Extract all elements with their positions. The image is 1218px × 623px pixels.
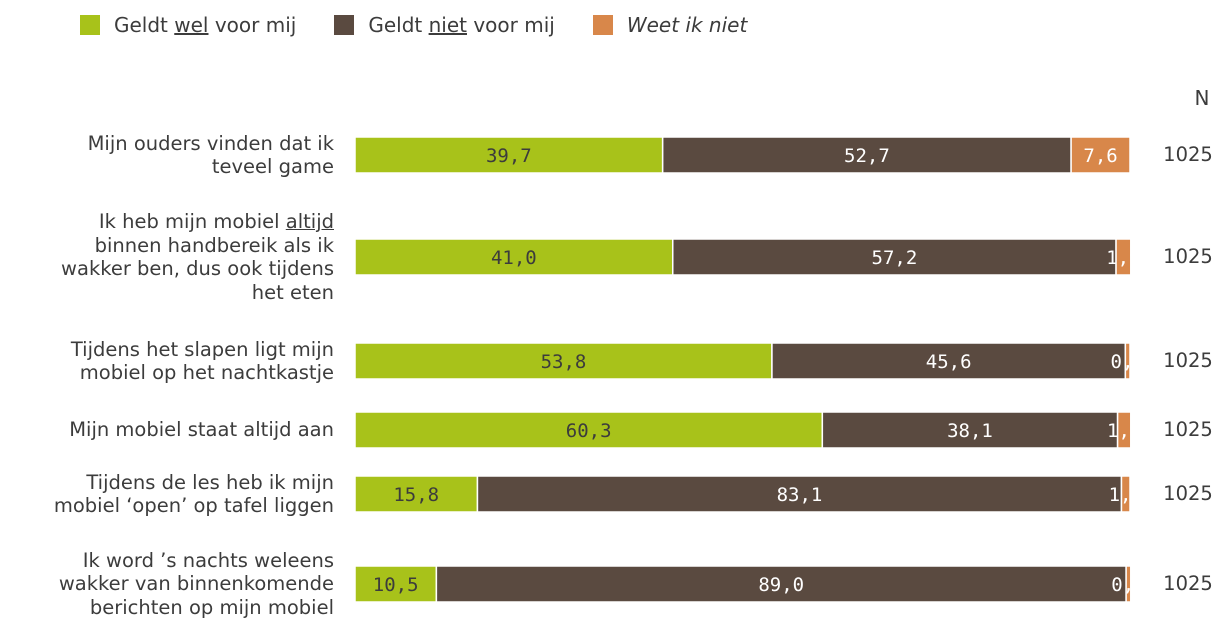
- category-label-2: Tijdens het slapen ligt mijn mobiel op he…: [0, 338, 334, 385]
- bar-3-2: [1116, 411, 1132, 449]
- category-label-line: Tijdens het slapen ligt mijn: [70, 337, 334, 361]
- bar-5-2: [1125, 565, 1132, 603]
- legend-item-0: Geldt wel voor mij: [80, 13, 296, 37]
- n-value-3: 1025: [1163, 418, 1213, 441]
- n-value-4: 1025: [1163, 482, 1213, 505]
- category-label-line: Ik word ’s nachts weleens: [82, 548, 334, 572]
- bar-0-2: [1070, 136, 1131, 174]
- bar-3-0: [354, 411, 824, 449]
- category-label-line: wakker ben, dus ook tijdens: [61, 257, 334, 280]
- n-value-1: 1025: [1163, 245, 1213, 268]
- n-value-2: 1025: [1163, 349, 1213, 372]
- category-label-line: binnen handbereik als ik: [94, 233, 334, 257]
- category-label-0: Mijn ouders vinden dat ik teveel game: [0, 132, 334, 179]
- category-label-3: Mijn mobiel staat altijd aan: [0, 418, 334, 442]
- category-label-5: Ik word ’s nachts weleens wakker van binn…: [0, 549, 334, 620]
- bar-2-2: [1124, 342, 1131, 380]
- bar-1-1: [672, 238, 1117, 276]
- data-label-4-1: 83,1: [777, 484, 823, 506]
- data-label-4-2: 1,1: [1109, 484, 1143, 506]
- legend-label-2: Weet ik niet: [626, 13, 748, 37]
- category-label-line: teveel game: [211, 155, 334, 178]
- bar-1-0: [354, 238, 674, 276]
- category-label-1: Ik heb mijn mobiel altijd binnen handbere…: [0, 210, 334, 304]
- category-label-line: Mijn ouders vinden dat ik: [87, 131, 334, 155]
- data-label-0-1: 52,7: [844, 145, 890, 167]
- data-label-3-1: 38,1: [947, 420, 993, 442]
- legend: Geldt wel voor mij Geldt niet voor mij Wee…: [80, 10, 785, 40]
- data-label-5-2: 0,6: [1111, 574, 1145, 596]
- data-label-2-1: 45,6: [926, 351, 972, 373]
- bar-0-0: [354, 136, 664, 174]
- data-label-1-1: 57,2: [872, 247, 918, 269]
- data-label-5-1: 89,0: [758, 574, 804, 596]
- category-label-line: berichten op mijn mobiel: [89, 595, 334, 619]
- category-label-line: mobiel ‘open’ op tafel liggen: [53, 494, 334, 517]
- category-label-line: het eten: [251, 280, 334, 304]
- bar-3-1: [821, 411, 1119, 449]
- legend-item-2: Weet ik niet: [592, 13, 748, 37]
- n-value-0: 1025: [1163, 143, 1213, 166]
- data-label-1-2: 1,9: [1106, 247, 1140, 269]
- data-label-0-0: 39,7: [486, 145, 532, 167]
- data-label-2-2: 0,6: [1111, 351, 1145, 373]
- category-label-line: Mijn mobiel staat altijd aan: [69, 418, 334, 442]
- legend-item-1: Geldt niet voor mij: [334, 13, 555, 37]
- legend-label-0: Geldt wel voor mij: [114, 13, 297, 37]
- data-label-2-0: 53,8: [541, 351, 587, 373]
- category-label-4: Tijdens de les heb ik mijn mobiel ‘open’ …: [0, 471, 334, 518]
- bar-4-1: [476, 475, 1123, 513]
- bar-1-2: [1115, 238, 1132, 276]
- data-label-3-0: 60,3: [566, 420, 612, 442]
- bar-5-1: [435, 565, 1127, 603]
- category-label-line: mobiel op het nachtkastje: [79, 361, 334, 384]
- bar-4-2: [1120, 475, 1131, 513]
- bar-2-0: [354, 342, 773, 380]
- category-label-line: wakker van binnenkomende: [58, 572, 334, 596]
- n-value-5: 1025: [1163, 572, 1213, 595]
- data-label-0-2: 7,6: [1083, 145, 1117, 167]
- bar-0-1: [661, 136, 1072, 174]
- category-label-line: Ik heb mijn mobiel altijd: [98, 210, 334, 233]
- legend-swatch-2: [592, 15, 613, 35]
- legend-swatch-0: [80, 15, 100, 35]
- legend-swatch-1: [334, 15, 355, 35]
- data-label-5-0: 10,5: [373, 574, 419, 596]
- data-label-1-0: 41,0: [491, 247, 537, 269]
- bar-5-0: [354, 565, 438, 603]
- data-label-4-0: 15,8: [393, 484, 439, 506]
- data-label-3-2: 1,7: [1107, 420, 1141, 442]
- n-column-header: N: [1194, 86, 1210, 110]
- legend-label-1: Geldt niet voor mij: [368, 13, 555, 37]
- category-label-line: Tijdens de les heb ik mijn: [86, 470, 334, 494]
